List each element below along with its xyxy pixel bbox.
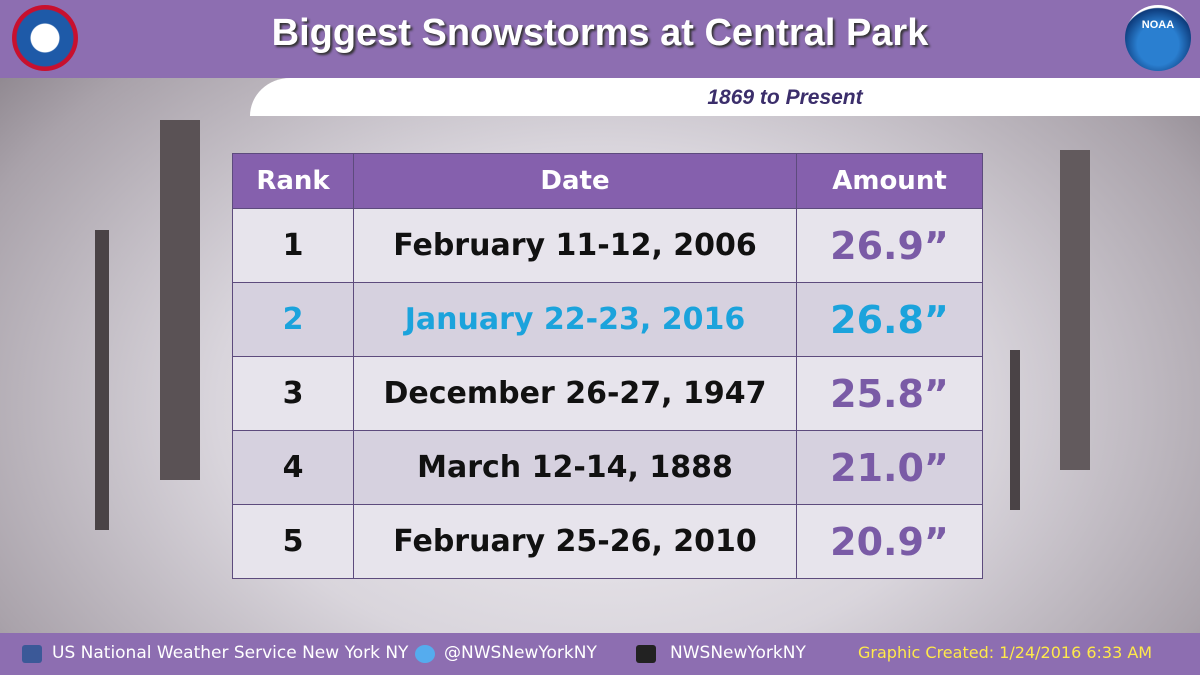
rank: 1	[232, 208, 354, 283]
row: 2 January 22-23, 2016 26.8”	[232, 282, 983, 357]
twitter-link: @NWSNewYorkNY	[444, 643, 597, 663]
header-row: Rank Date Amount	[232, 153, 983, 209]
rank: 3	[232, 356, 354, 431]
facebook-link: US National Weather Service New York NY	[52, 643, 409, 663]
lamp-post	[95, 230, 109, 530]
footer: US National Weather Service New York NY …	[0, 633, 1200, 675]
rank: 5	[232, 504, 354, 579]
rank: 2	[232, 282, 354, 357]
title: Biggest Snowstorms at Central Park	[271, 12, 929, 54]
column-header: Date	[353, 153, 797, 209]
nws-logo	[12, 5, 78, 71]
amount: 20.9”	[796, 504, 983, 579]
date: January 22-23, 2016	[353, 282, 797, 357]
subtitle-strip	[250, 78, 1200, 116]
amount: 25.8”	[796, 356, 983, 431]
created-note: Graphic Created: 1/24/2016 6:33 AM	[858, 643, 1153, 662]
twitter-icon	[415, 645, 435, 663]
rank: 4	[232, 430, 354, 505]
column-header: Amount	[796, 153, 983, 209]
amount: 26.8”	[796, 282, 983, 357]
date: March 12-14, 1888	[353, 430, 797, 505]
row: 1 February 11-12, 2006 26.9”	[232, 208, 983, 283]
date: February 11-12, 2006	[353, 208, 797, 283]
date: December 26-27, 1947	[353, 356, 797, 431]
column-header: Rank	[232, 153, 354, 209]
lamp-post	[1010, 350, 1020, 510]
row: 4 March 12-14, 1888 21.0”	[232, 430, 983, 505]
noaa-logo: NOAA	[1125, 5, 1191, 71]
date: February 25-26, 2010	[353, 504, 797, 579]
facebook-icon	[22, 645, 42, 663]
title-bar	[0, 0, 1200, 78]
row: 3 December 26-27, 1947 25.8”	[232, 356, 983, 431]
table: Rank Date Amount 1 February 11-12, 2006 26…	[232, 153, 983, 579]
youtube-icon	[636, 645, 656, 663]
amount: 26.9”	[796, 208, 983, 283]
tree	[1060, 150, 1090, 470]
row: 5 February 25-26, 2010 20.9”	[232, 504, 983, 579]
youtube-link: NWSNewYorkNY	[670, 643, 806, 663]
tree	[160, 120, 200, 480]
amount: 21.0”	[796, 430, 983, 505]
subtitle: 1869 to Present	[707, 86, 863, 109]
